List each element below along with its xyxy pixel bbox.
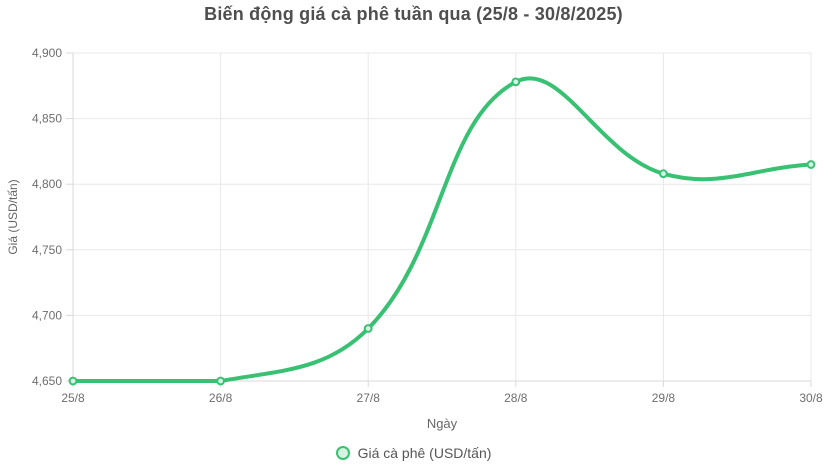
data-point-marker[interactable]: [68, 376, 78, 386]
y-tick-label: 4,900: [32, 46, 62, 60]
data-point-marker[interactable]: [363, 324, 373, 333]
x-tick-label: 28/8: [504, 391, 528, 405]
x-tick-label: 26/8: [209, 391, 233, 405]
legend-label: Giá cà phê (USD/tấn): [357, 445, 492, 461]
y-tick-label: 4,650: [32, 374, 62, 388]
chart-title: Biến động giá cà phê tuần qua (25/8 - 30…: [204, 4, 623, 24]
data-point-marker[interactable]: [659, 169, 668, 179]
x-tick-label: 27/8: [357, 391, 381, 405]
legend-item-coffee-price[interactable]: Giá cà phê (USD/tấn): [0, 445, 827, 461]
y-tick-label: 4,800: [32, 177, 62, 191]
legend-marker-icon: [335, 446, 350, 460]
y-tick-label: 4,700: [32, 308, 62, 322]
y-axis-title: Giá (USD/tấn): [6, 179, 20, 255]
x-axis-title: Ngày: [426, 416, 458, 431]
x-tick-label: 25/8: [61, 391, 85, 405]
data-point-marker[interactable]: [806, 160, 816, 169]
price-line-series[interactable]: [71, 76, 813, 383]
x-tick-label: 29/8: [652, 391, 676, 405]
data-point-marker[interactable]: [511, 77, 521, 87]
y-tick-label: 4,850: [32, 112, 62, 126]
x-tick-label: 30/8: [799, 391, 823, 405]
y-tick-label: 4,750: [32, 243, 62, 257]
data-point-marker[interactable]: [216, 376, 226, 386]
